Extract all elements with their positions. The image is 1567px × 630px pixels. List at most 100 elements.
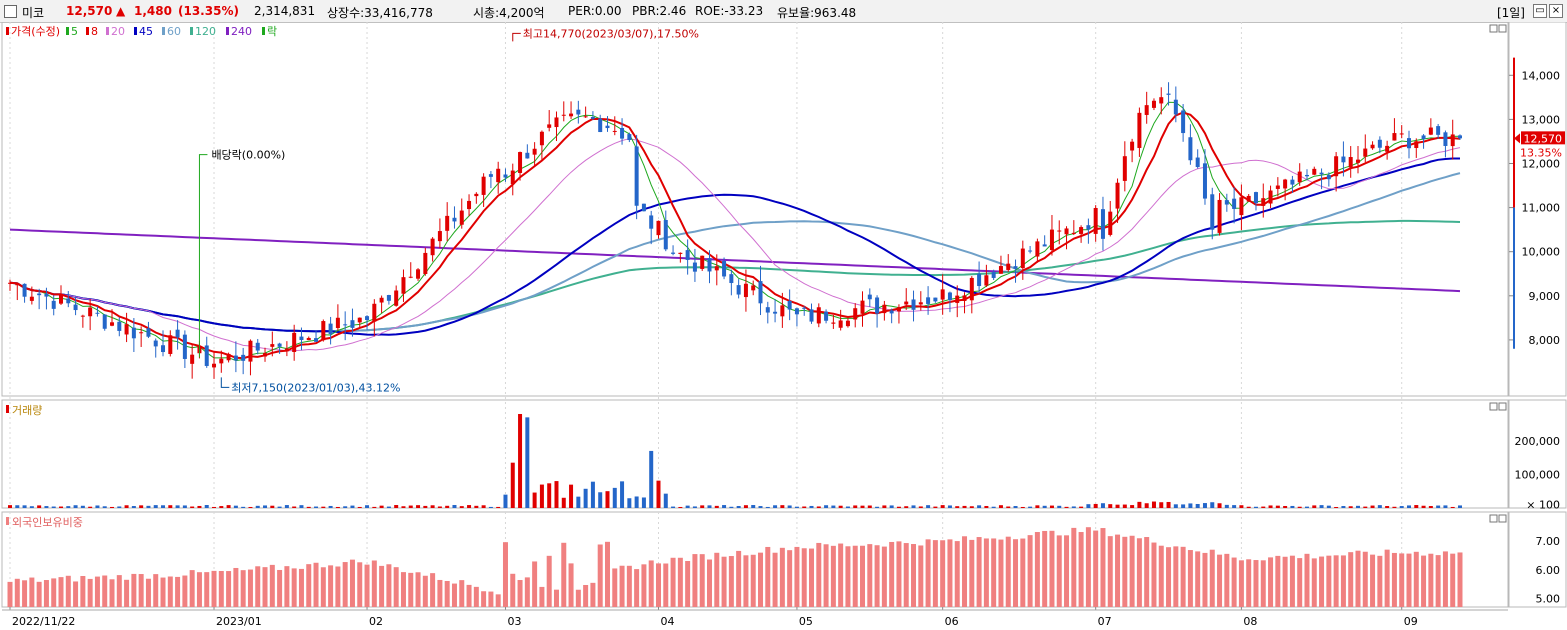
period-selector[interactable]: [1일] [1496,6,1525,20]
foreign-bar [29,577,35,607]
candle-body [394,290,399,306]
volume-bar [190,506,195,508]
candle-body [911,299,916,310]
foreign-bar [102,575,108,607]
volume-bar [146,505,151,508]
candle-body [794,308,799,315]
volume-bar [204,505,209,508]
volume-bar [1239,505,1244,508]
foreign-bar [976,537,982,607]
pbr-value: PBR:2.46 [632,4,687,18]
panel-close-icon[interactable] [1498,514,1507,523]
foreign-bar [685,560,691,607]
volume-bar [284,505,289,508]
candle-body [641,203,646,212]
candle-body [1064,228,1069,235]
volume-bar [1341,506,1346,508]
panel-restore-icon[interactable] [1489,514,1498,523]
foreign-bar [415,572,421,607]
candle-body [1458,135,1462,139]
legend-item: 8 [91,25,98,38]
panel-close-icon[interactable] [1498,24,1507,33]
candle-body [627,134,632,140]
volume-bar [969,506,974,508]
foreign-bar [371,560,377,607]
candle-body [1385,145,1390,152]
candle-body [969,277,974,301]
panel-close-icon[interactable] [1498,402,1507,411]
foreign-bar [1173,546,1179,607]
foreign-bar [495,594,501,607]
volume-bar [1028,506,1033,508]
volume-bar [1297,506,1302,508]
market-cap: 시총:4,200억 [473,6,545,20]
candle-body [314,338,319,342]
foreign-bar [816,542,822,607]
foreign-bar [758,552,764,607]
select-checkbox[interactable] [4,5,17,18]
foreign-bar [182,575,188,607]
candle-body [80,315,85,317]
candle-body [1217,199,1222,233]
legend-item: 락 [267,25,277,38]
close-icon[interactable]: × [1549,4,1563,18]
candle-body [1370,144,1375,149]
foreign-bar [1457,552,1463,607]
candle-body [452,217,457,222]
candle-body [678,252,683,254]
foreign-bar [284,566,290,607]
foreign-bar [1399,553,1405,607]
candle-body [707,258,712,272]
stock-chart[interactable]: 2022/11/22 2023/01 02 03 04 05 06 07 08 09 14,000 1… [0,22,1567,630]
window-restore-icon[interactable]: ▭ [1533,4,1547,18]
panel-restore-icon[interactable] [1489,24,1498,33]
volume-bar [1071,506,1076,508]
candle-body [751,285,756,291]
candle-body [284,348,289,352]
foreign-bar [1231,557,1237,607]
candle-body [605,125,610,129]
volume-bar [729,506,734,508]
candle-body [277,343,282,347]
price-tag: 12,570 [1524,132,1563,145]
candle-body [22,283,27,297]
volume-bar [445,505,450,508]
price-y-tick-label: 11,000 [1522,202,1561,215]
candle-body [241,354,246,361]
foreign-bar [1340,555,1346,607]
candle-body [175,329,180,338]
foreign-bar [1071,527,1077,607]
candle-body [692,262,697,272]
volume-bar [1144,503,1149,508]
foreign-bar [502,542,508,607]
volume-bar [1253,506,1258,508]
reserve-ratio: 유보율:963.48 [777,6,857,20]
candle-body [416,269,421,279]
candle-body [1436,126,1441,135]
foreign-bar [721,556,727,607]
legend-swatch [262,27,265,35]
candle-body [1173,99,1178,115]
candle-body [634,146,639,206]
volume-bar [1428,506,1433,508]
foreign-bar [787,550,793,607]
foreign-bar [306,564,312,607]
volume-bar [73,505,78,508]
panel-restore-icon[interactable] [1489,402,1498,411]
volume-bar [1348,506,1353,508]
volume-bar [66,506,71,508]
volume-bar [547,483,552,508]
candle-body [1013,266,1018,269]
foreign-bar [204,572,210,607]
foreign-bar [714,552,720,607]
volume-bar [1275,505,1280,508]
foreign-bar [131,573,137,607]
foreign-bar [852,545,858,607]
foreign-bar [524,577,530,607]
candle-body [488,174,493,177]
volume-bar [226,505,231,508]
volume-bar [598,492,603,508]
foreign-bar [1428,553,1434,607]
volume-bar [1210,502,1215,508]
foreign-bar [357,562,363,607]
